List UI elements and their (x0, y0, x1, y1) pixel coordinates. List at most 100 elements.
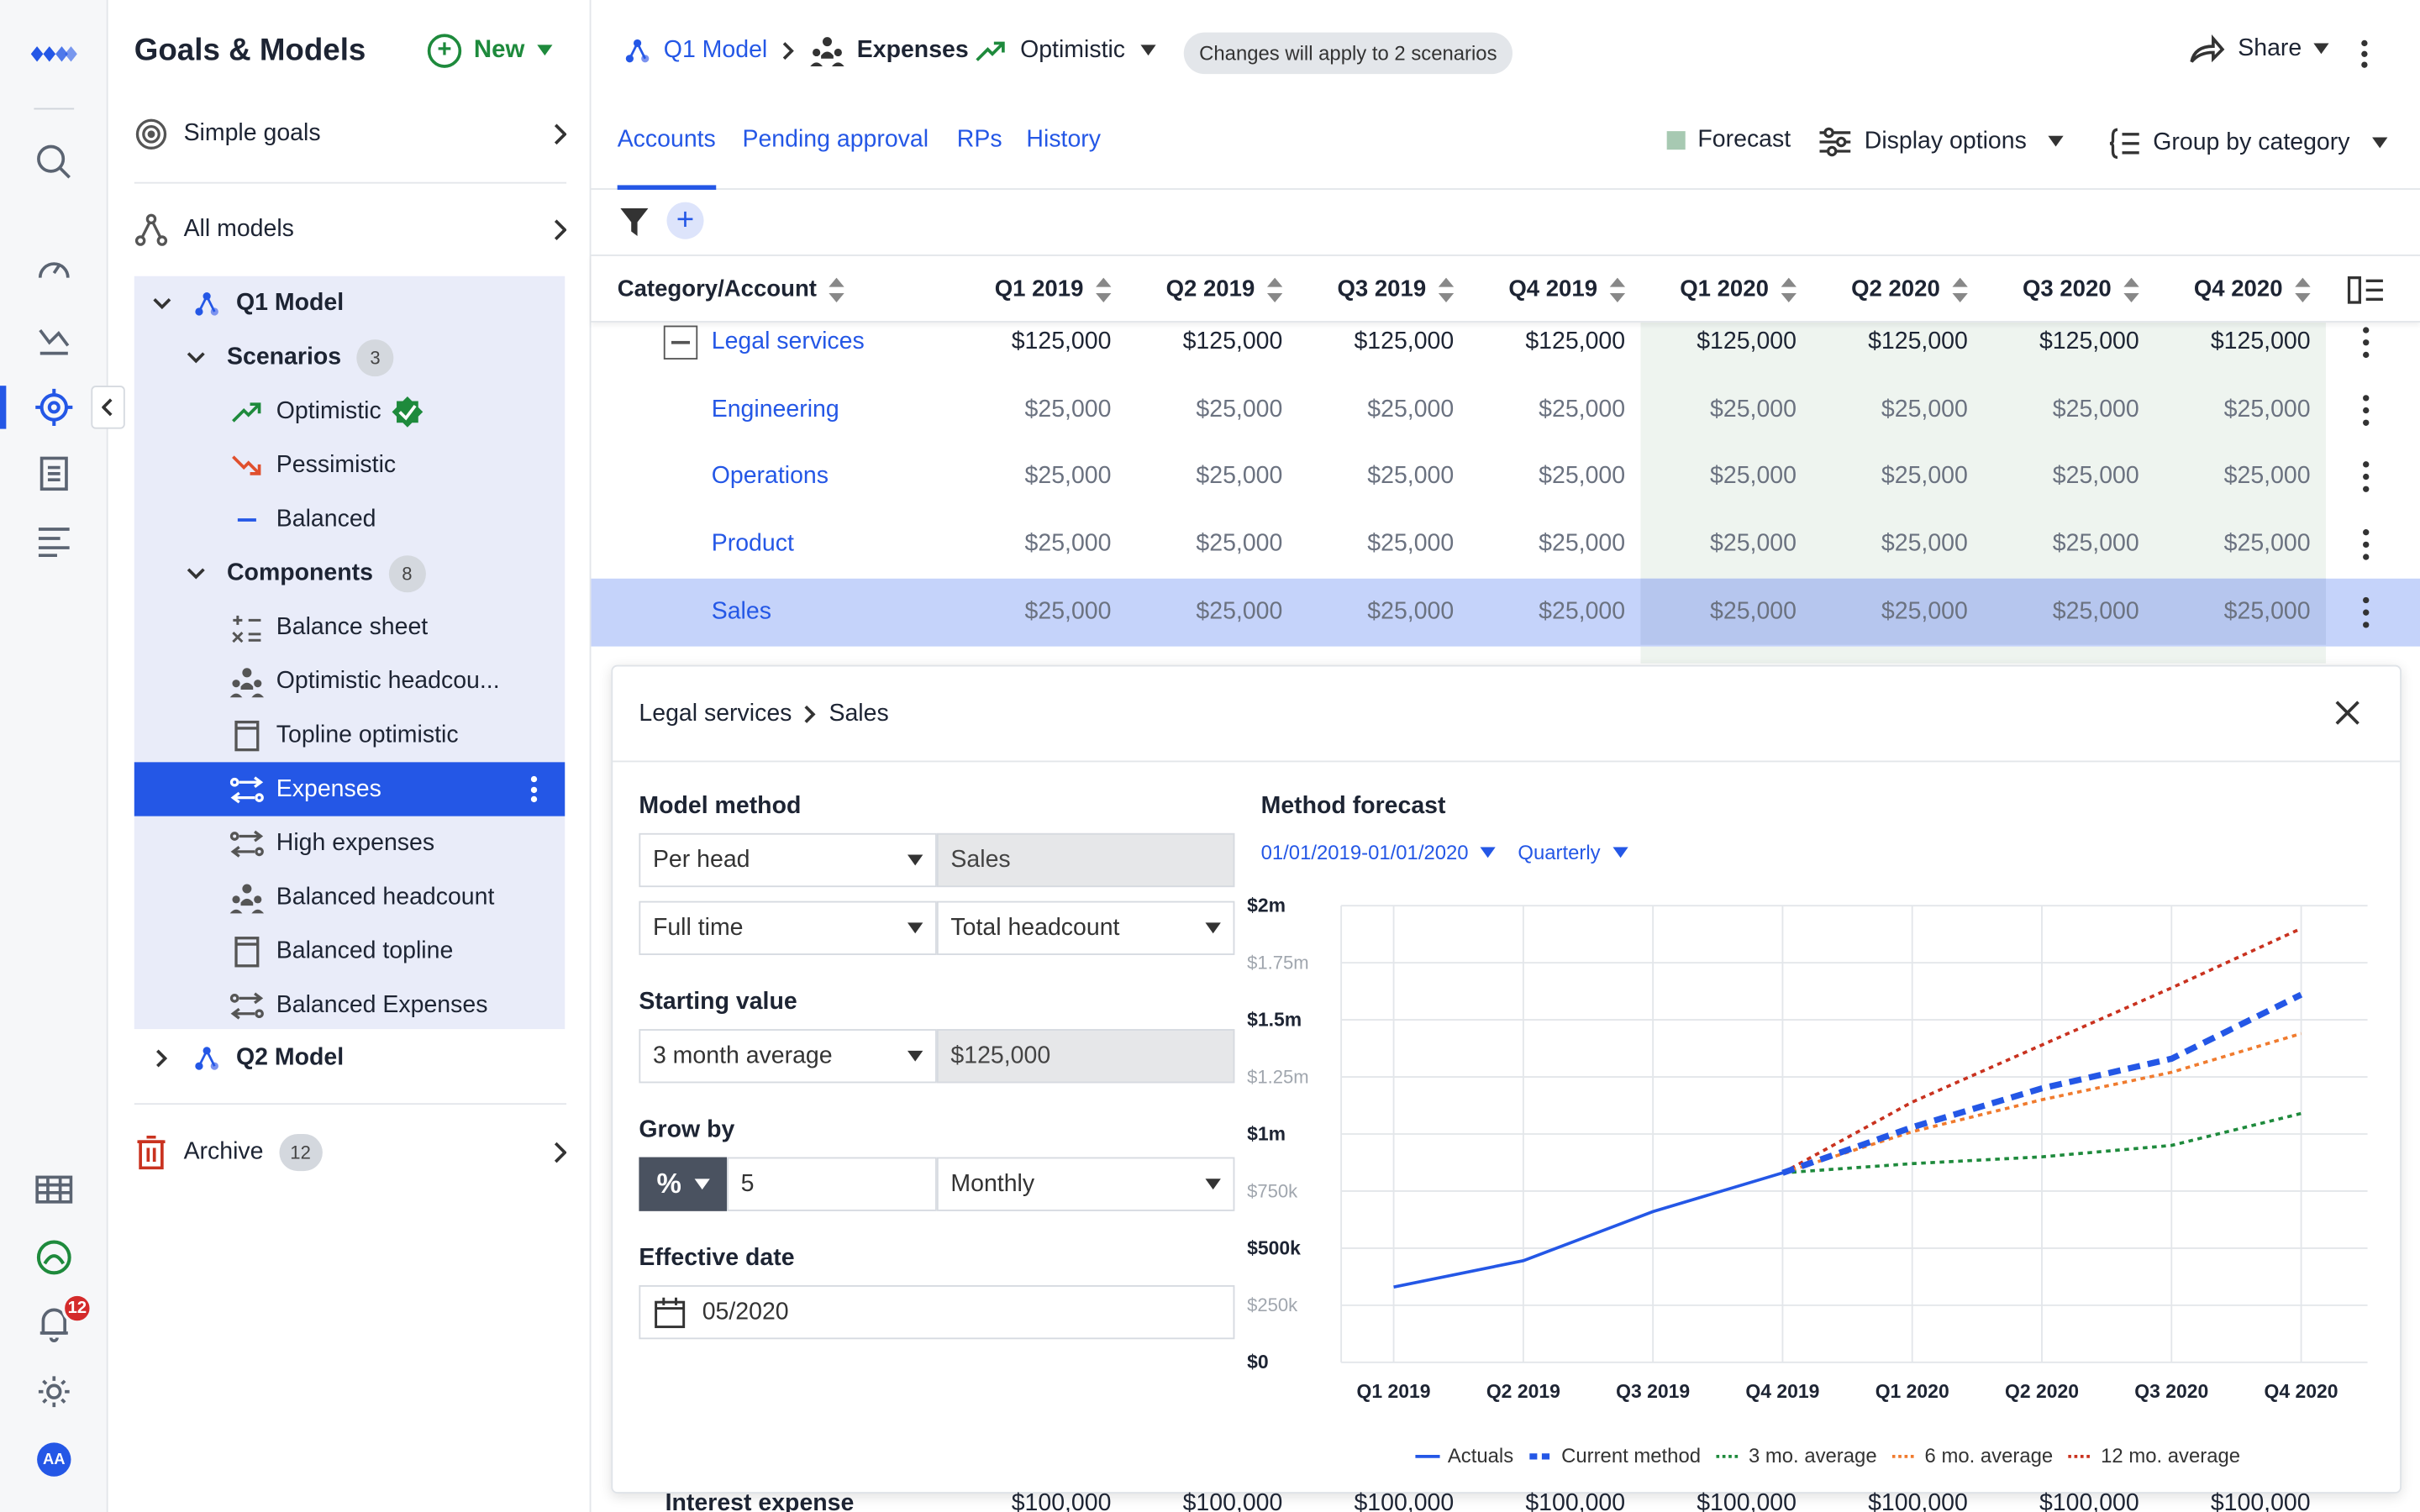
table-row[interactable]: Engineering $25,000 $25,000 $25,000 $25,000 $… (591, 376, 2420, 444)
tree-item-q1-model[interactable]: Q1 Model (153, 276, 344, 330)
table-cell[interactable]: $100,000 (1011, 1490, 1112, 1512)
close-icon[interactable] (2332, 697, 2363, 728)
column-header[interactable]: Q4 2020 (2156, 256, 2311, 323)
table-cell[interactable]: $25,000 (2052, 462, 2139, 489)
table-cell[interactable]: $25,000 (1539, 462, 1626, 489)
component-balance-sheet[interactable]: Balance sheet (230, 600, 428, 654)
table-cell[interactable]: $25,000 (2223, 462, 2311, 489)
table-cell[interactable]: $25,000 (1367, 462, 1455, 489)
all-models-link[interactable]: All models (134, 207, 567, 253)
table-cell[interactable]: $125,000 (1354, 328, 1455, 354)
employment-type-select[interactable]: Full time (639, 900, 937, 955)
granularity-select[interactable]: Quarterly (1518, 841, 1601, 864)
column-header[interactable]: Q2 2020 (1813, 256, 1968, 323)
row-more-options-icon[interactable] (2359, 461, 2374, 492)
row-more-options-icon[interactable] (2359, 529, 2374, 560)
more-options-icon[interactable] (2361, 39, 2368, 68)
reports-doc-icon[interactable] (31, 450, 77, 496)
table-cell[interactable]: $25,000 (2052, 396, 2139, 423)
component-balanced-topline[interactable]: Balanced topline (230, 924, 453, 978)
table-cell[interactable]: $25,000 (1024, 462, 1112, 489)
integrations-globe-icon[interactable] (31, 1234, 77, 1280)
table-cell[interactable]: $25,000 (2052, 597, 2139, 624)
column-header[interactable]: Q1 2020 (1642, 256, 1797, 323)
spreadsheet-icon[interactable] (31, 1167, 77, 1213)
tree-item-q2-model[interactable]: Q2 Model (156, 1031, 344, 1084)
column-header[interactable]: Q4 2019 (1470, 256, 1626, 323)
component-expenses[interactable]: Expenses (134, 762, 566, 816)
tab-history[interactable]: History (1026, 126, 1102, 153)
goals-target-icon[interactable] (31, 384, 77, 430)
table-cell[interactable]: $125,000 (1182, 328, 1283, 354)
table-cell[interactable]: $25,000 (1196, 396, 1283, 423)
table-cell[interactable]: $100,000 (1868, 1490, 1968, 1512)
scenario-pessimistic[interactable]: Pessimistic (230, 438, 396, 492)
account-name-link[interactable]: Legal services (711, 328, 865, 354)
archive-link[interactable]: Archive 12 (134, 1129, 567, 1175)
table-cell[interactable]: $25,000 (1024, 529, 1112, 557)
table-cell[interactable]: $125,000 (1525, 328, 1626, 354)
scenario-optimistic[interactable]: Optimistic (230, 384, 425, 438)
account-name-link[interactable]: Engineering (711, 396, 839, 423)
headcount-select[interactable]: Total headcount (936, 900, 1235, 955)
simple-goals-link[interactable]: Simple goals (134, 111, 567, 157)
component-balanced-expenses[interactable]: Balanced Expenses (229, 978, 487, 1032)
detail-crumb-parent[interactable]: Legal services (639, 699, 792, 727)
table-cell[interactable]: $25,000 (1196, 462, 1283, 489)
starting-value-select[interactable]: 3 month average (639, 1029, 937, 1084)
table-cell[interactable]: $25,000 (2052, 529, 2139, 557)
table-cell[interactable]: $25,000 (2223, 396, 2311, 423)
component-optimistic-headcount[interactable]: Optimistic headcou... (229, 654, 500, 708)
table-cell[interactable]: $25,000 (1367, 396, 1455, 423)
filter-funnel-icon[interactable] (620, 207, 649, 238)
table-cell[interactable]: $25,000 (1539, 529, 1626, 557)
table-row[interactable]: Operations $25,000 $25,000 $25,000 $25,000 $2… (591, 443, 2420, 510)
table-row[interactable]: Legal services $125,000 $125,000 $125,000 $1… (591, 308, 2420, 375)
table-cell[interactable]: $125,000 (1697, 328, 1797, 354)
more-options-icon[interactable] (530, 775, 538, 803)
table-cell[interactable]: $100,000 (2039, 1490, 2139, 1512)
row-more-options-icon[interactable] (2359, 596, 2374, 628)
breadcrumb-model-link[interactable]: Q1 Model (663, 37, 768, 64)
grow-unit-button[interactable]: % (639, 1157, 728, 1211)
display-options-button[interactable]: Display options (1818, 127, 2064, 158)
collapse-group-icon[interactable] (663, 325, 698, 360)
row-more-options-icon[interactable] (2359, 327, 2374, 359)
table-cell[interactable]: $125,000 (2210, 328, 2311, 354)
dashboard-gauge-icon[interactable] (31, 247, 77, 293)
table-cell[interactable]: $25,000 (1024, 396, 1112, 423)
table-row[interactable]: Interest expense $100,000 $100,000 $100,000… (591, 1490, 2420, 1512)
collapse-panel-button[interactable] (91, 386, 125, 429)
table-cell[interactable]: $25,000 (1367, 529, 1455, 557)
table-cell[interactable]: $25,000 (2223, 529, 2311, 557)
legend-item[interactable]: 12 mo. average (2068, 1444, 2240, 1467)
table-cell[interactable]: $25,000 (1367, 597, 1455, 624)
table-cell[interactable]: $25,000 (1710, 462, 1797, 489)
tree-item-scenarios[interactable]: Scenarios 3 (187, 330, 394, 384)
table-cell[interactable]: $25,000 (1881, 597, 1968, 624)
table-cell[interactable]: $25,000 (1539, 396, 1626, 423)
search-icon[interactable] (31, 139, 77, 185)
legend-item[interactable]: 6 mo. average (1891, 1444, 2053, 1467)
table-cell[interactable]: $100,000 (1354, 1490, 1455, 1512)
list-view-icon[interactable] (31, 518, 77, 564)
account-name-link[interactable]: Product (711, 529, 794, 557)
table-cell[interactable]: $25,000 (1196, 529, 1283, 557)
grow-period-select[interactable]: Monthly (936, 1157, 1235, 1211)
column-header[interactable]: Q1 2019 (957, 256, 1112, 323)
legend-item[interactable]: Actuals (1415, 1444, 1513, 1467)
table-row[interactable]: Product $25,000 $25,000 $25,000 $25,000 $25,0… (591, 511, 2420, 578)
notifications-bell-icon[interactable] (31, 1300, 77, 1347)
table-cell[interactable]: $125,000 (1011, 328, 1112, 354)
legend-item[interactable]: Current method (1528, 1444, 1701, 1467)
table-cell[interactable]: $25,000 (1881, 529, 1968, 557)
settings-gear-icon[interactable] (31, 1368, 77, 1415)
tab-rps[interactable]: RPs (956, 126, 1002, 153)
table-cell[interactable]: $25,000 (1539, 597, 1626, 624)
grow-value-input[interactable]: 5 (727, 1157, 937, 1211)
account-name-link[interactable]: Sales (711, 597, 771, 624)
scenario-selector[interactable]: Optimistic (974, 34, 1156, 67)
table-cell[interactable]: $25,000 (1710, 597, 1797, 624)
table-cell[interactable]: $25,000 (1024, 597, 1112, 624)
table-cell[interactable]: $100,000 (2210, 1490, 2311, 1512)
